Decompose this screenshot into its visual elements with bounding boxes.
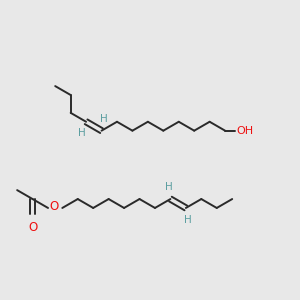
Text: O: O <box>28 221 37 234</box>
Text: O: O <box>50 200 59 213</box>
Text: H: H <box>184 215 191 225</box>
Text: H: H <box>78 128 86 138</box>
Text: OH: OH <box>236 126 254 136</box>
Text: H: H <box>165 182 172 192</box>
Text: H: H <box>100 114 108 124</box>
